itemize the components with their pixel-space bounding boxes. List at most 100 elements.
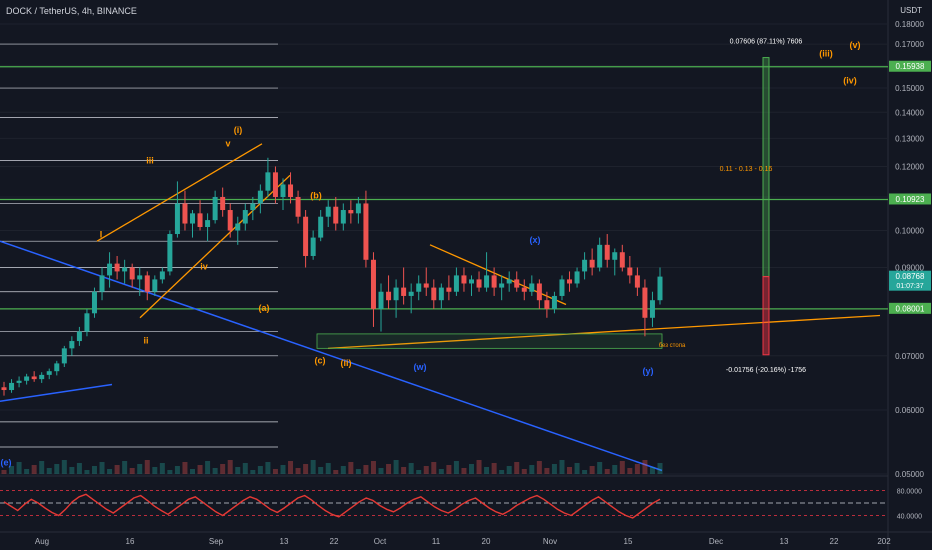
candle-body [9, 382, 15, 391]
time-tick-label: Sep [209, 537, 224, 546]
volume-bar [61, 460, 67, 474]
candle-body [91, 291, 97, 314]
volume-bar [54, 464, 60, 474]
time-tick-label: Nov [543, 537, 557, 546]
candle-body [453, 275, 459, 292]
candle-body [190, 213, 196, 224]
candle-body [152, 279, 158, 292]
volume-bar [416, 470, 422, 474]
candle-body [408, 291, 414, 296]
volume-bar [340, 466, 346, 474]
volume-bar [649, 467, 655, 474]
volume-bar [393, 460, 399, 474]
time-tick-label: 16 [126, 537, 135, 546]
wave-label: (x) [530, 235, 541, 245]
wave-label: iii [146, 156, 154, 166]
volume-bar [280, 465, 286, 474]
volume-bar [604, 469, 610, 474]
candle-body [212, 197, 218, 221]
volume-bar [506, 466, 512, 474]
volume-bar [333, 470, 339, 474]
candle-body [220, 197, 226, 211]
candle-body [446, 287, 452, 292]
volume-bar [423, 466, 429, 474]
time-tick-label: Oct [374, 537, 387, 546]
price-tick-label: 0.15000 [895, 84, 924, 93]
price-tick-label: 0.14000 [895, 108, 924, 117]
volume-bar [514, 462, 520, 474]
volume-bar [318, 467, 324, 474]
price-label-box [889, 193, 931, 205]
candle-body [250, 203, 256, 211]
price-tick-label: 0.13000 [895, 134, 924, 143]
price-tick-label: 0.06000 [895, 406, 924, 415]
volume-bar [567, 467, 573, 474]
volume-bar [468, 464, 474, 474]
candle-body [227, 210, 233, 231]
price-tick-label: 0.18000 [895, 20, 924, 29]
volume-bar [265, 462, 271, 474]
candle-body [1, 387, 7, 391]
time-tick-label: 22 [330, 537, 339, 546]
oscillator-line [3, 493, 661, 519]
volume-bar [174, 466, 180, 474]
volume-bar [257, 466, 263, 474]
candle-body [197, 213, 203, 227]
volume-bar [197, 465, 203, 474]
volume-bar [159, 463, 165, 474]
candle-body [529, 283, 535, 292]
volume-bar [453, 461, 459, 474]
price-label-box [889, 270, 931, 291]
price-label-box [889, 60, 931, 72]
candle-body [582, 259, 588, 272]
volume-bar [438, 469, 444, 474]
volume-bar [544, 468, 550, 474]
candle-body [574, 271, 580, 284]
volume-bar [619, 461, 625, 474]
wave-label: (ii) [341, 358, 352, 368]
volume-bar [69, 467, 75, 474]
candle-body [61, 348, 67, 364]
candle-body [16, 380, 22, 383]
candle-body [649, 300, 655, 318]
volume-bar [227, 460, 233, 474]
countdown-label: 01:07:37 [896, 283, 923, 290]
candle-body [69, 341, 75, 349]
volume-bar [303, 464, 309, 474]
volume-bar [521, 469, 527, 474]
candle-body [386, 291, 392, 301]
volume-bar [529, 465, 535, 474]
volume-bar [627, 468, 633, 474]
wave-label: (i) [234, 125, 243, 135]
volume-bar [597, 462, 603, 474]
candle-body [551, 295, 557, 309]
target-down-label: -0.01756 (-20.16%) -1756 [726, 367, 806, 374]
candle-body [438, 287, 444, 301]
volume-bar [91, 466, 97, 474]
volume-bar [401, 467, 407, 474]
candle-body [114, 263, 120, 272]
blue-support-line [0, 383, 113, 403]
volume-bar [499, 470, 505, 474]
candle-body [348, 210, 354, 214]
volume-bar [107, 469, 113, 474]
volume-bar [348, 462, 354, 474]
candle-body [506, 279, 512, 284]
volume-bar [220, 464, 226, 474]
orange-triangle-base [327, 314, 881, 349]
wave-label: iv [200, 261, 208, 271]
wave-label: (y) [643, 366, 654, 376]
volume-bar [288, 461, 294, 474]
candle-body [303, 216, 309, 256]
candle-body [137, 275, 143, 280]
position-stop-zone [762, 276, 770, 356]
price-label-text: 0.08768 [896, 272, 925, 281]
orange-triangle-top [429, 244, 567, 306]
candle-body [54, 363, 60, 372]
candle-body [461, 275, 467, 284]
candle-body [634, 275, 640, 288]
volume-bar [182, 462, 188, 474]
volume-bar [144, 460, 150, 474]
